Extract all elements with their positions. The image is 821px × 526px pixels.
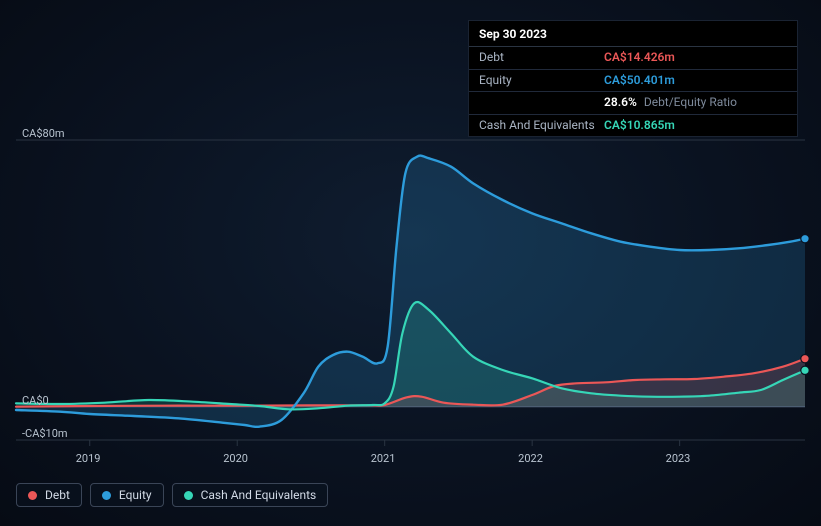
financial-history-chart: CA$80m CA$0 -CA$10m 2019 2020 2021 2022 … [0, 0, 821, 526]
y-axis-label: CA$0 [22, 394, 49, 407]
tooltip-row-cash: Cash And Equivalents CA$10.865m [469, 115, 797, 136]
legend-label: Cash And Equivalents [201, 488, 317, 502]
tooltip-date: Sep 30 2023 [469, 21, 797, 47]
x-axis-label: 2023 [666, 452, 691, 465]
tooltip-row-debt: Debt CA$14.426m [469, 47, 797, 69]
tooltip-label: Equity [479, 72, 604, 89]
x-axis-label: 2020 [223, 452, 248, 465]
tooltip-ratio-suffix: Debt/Equity Ratio [644, 95, 737, 109]
x-axis-label: 2022 [518, 452, 543, 465]
tooltip-value: CA$10.865m [604, 117, 675, 134]
legend-dot-icon [28, 491, 37, 500]
tooltip-row-equity: Equity CA$50.401m [469, 70, 797, 92]
tooltip-value: 28.6% Debt/Equity Ratio [604, 94, 737, 111]
legend-item-cash[interactable]: Cash And Equivalents [172, 483, 329, 507]
legend-dot-icon [102, 491, 111, 500]
chart-legend: Debt Equity Cash And Equivalents [16, 483, 328, 507]
legend-dot-icon [184, 491, 193, 500]
chart-tooltip: Sep 30 2023 Debt CA$14.426m Equity CA$50… [468, 20, 798, 137]
tooltip-label: Debt [479, 49, 604, 66]
tooltip-value: CA$14.426m [604, 49, 675, 66]
tooltip-value: CA$50.401m [604, 72, 675, 89]
legend-item-debt[interactable]: Debt [16, 483, 82, 507]
legend-label: Debt [45, 488, 70, 502]
tooltip-ratio-value: 28.6% [604, 95, 637, 109]
legend-item-equity[interactable]: Equity [90, 483, 164, 507]
x-axis-label: 2021 [371, 452, 396, 465]
x-axis-label: 2019 [76, 452, 101, 465]
tooltip-row-ratio: 28.6% Debt/Equity Ratio [469, 92, 797, 114]
y-axis-label: CA$80m [22, 127, 65, 140]
tooltip-label [479, 94, 604, 111]
y-axis-label: -CA$10m [22, 427, 68, 440]
legend-label: Equity [119, 488, 152, 502]
tooltip-label: Cash And Equivalents [479, 117, 604, 134]
